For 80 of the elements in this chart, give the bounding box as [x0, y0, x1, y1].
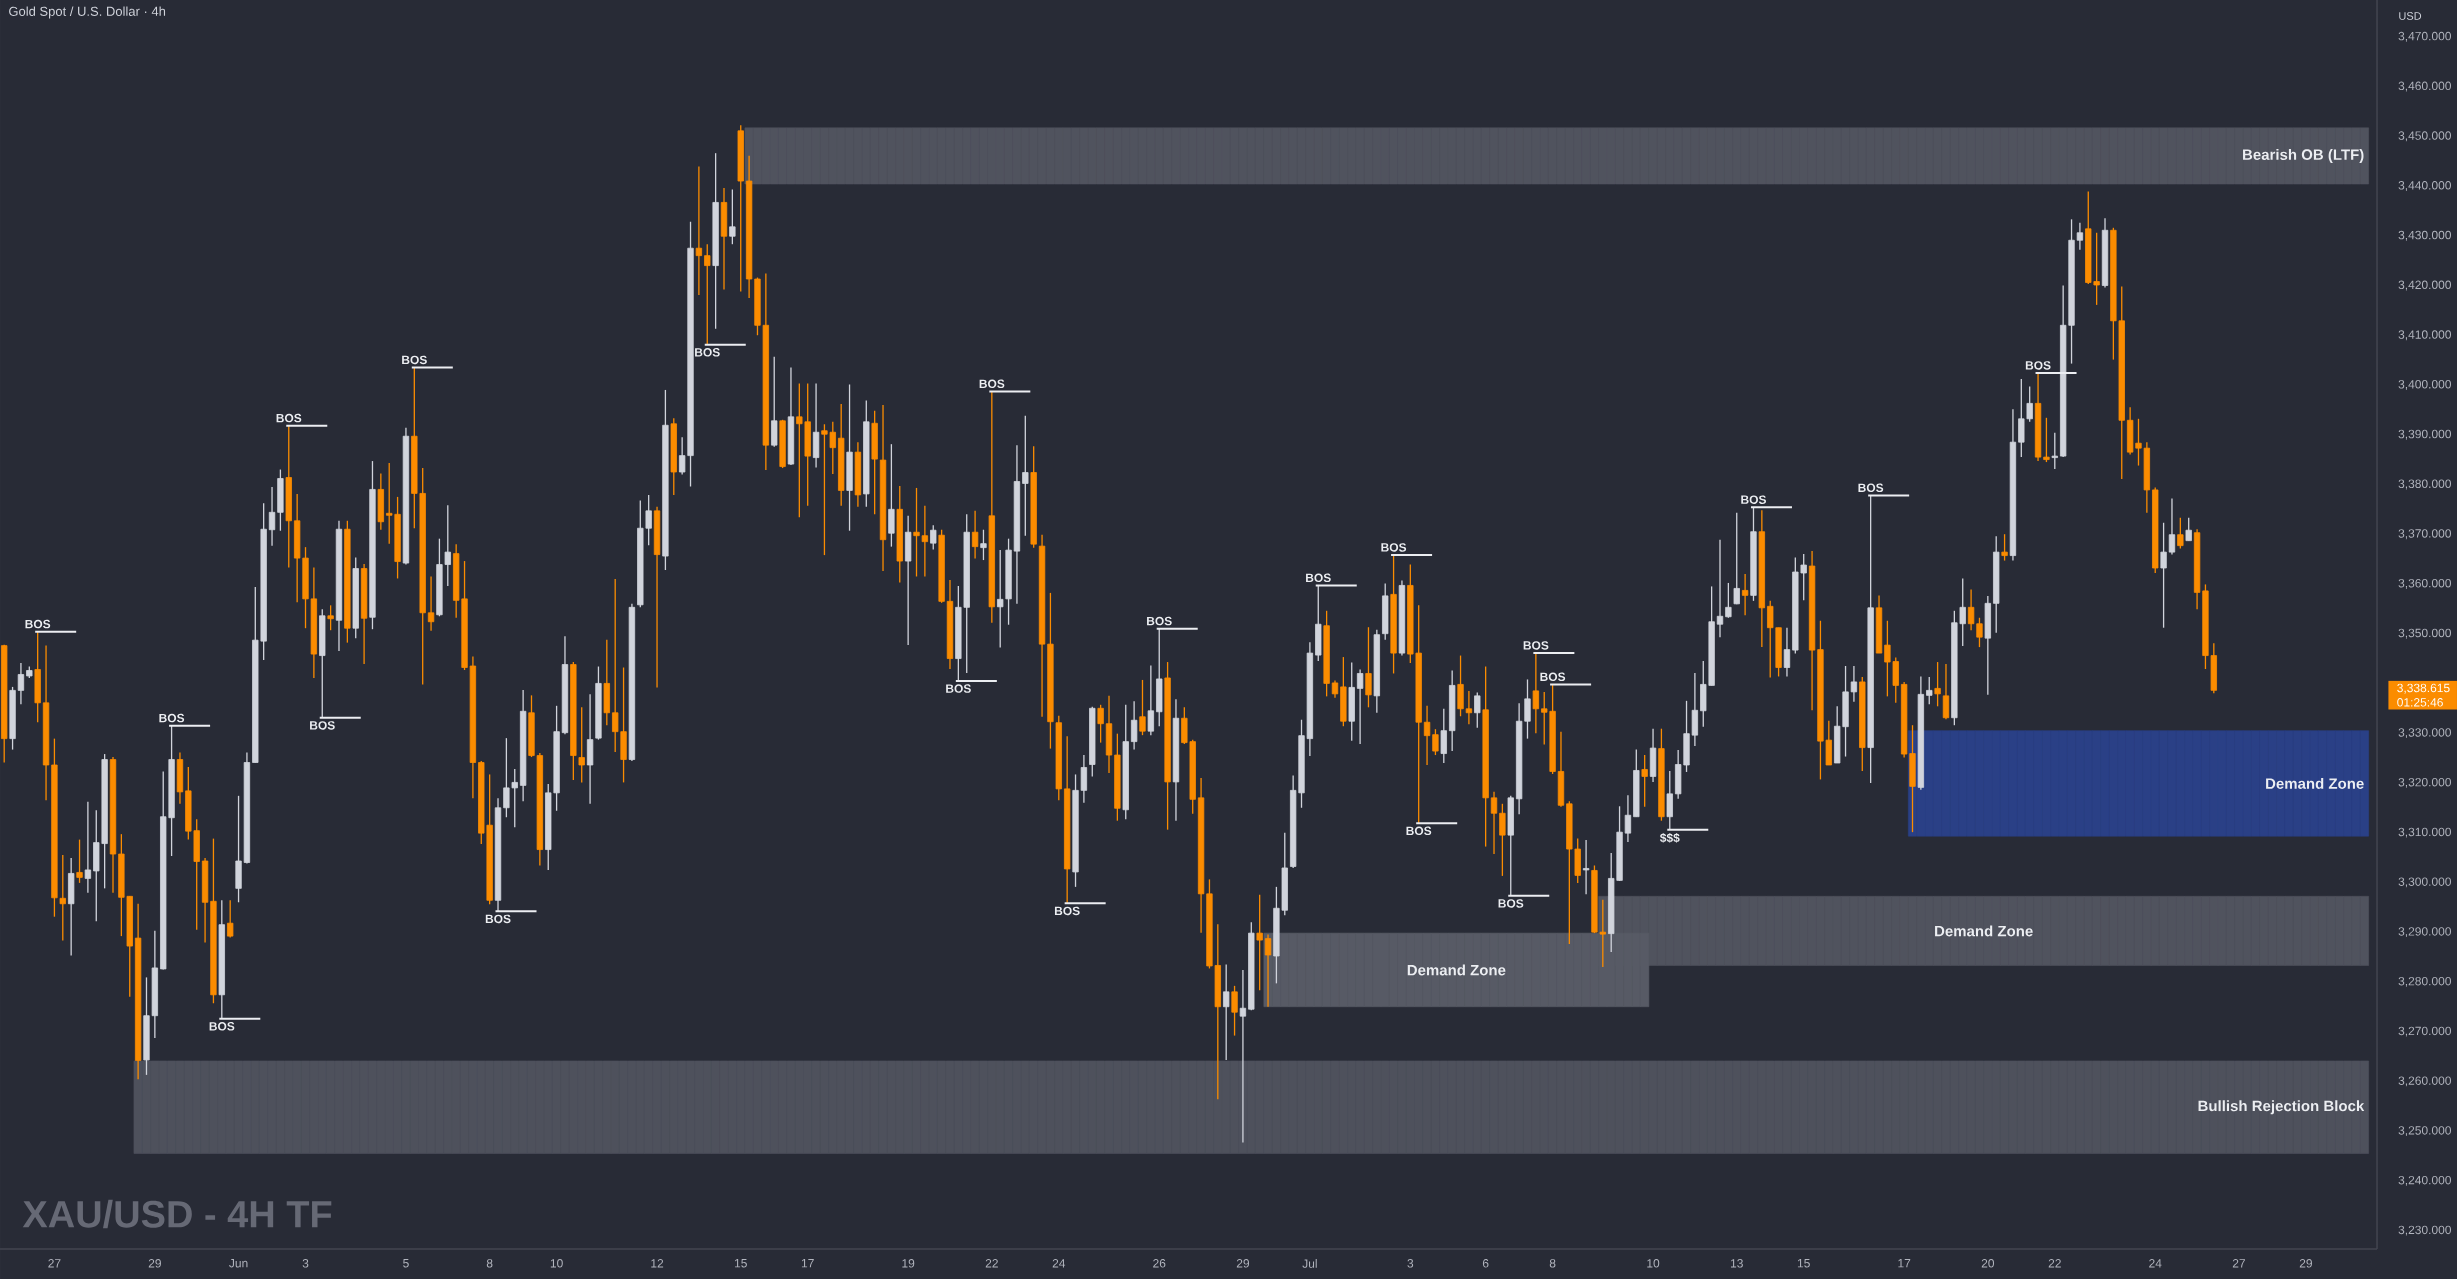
- annotation: BOS: [485, 914, 511, 924]
- x-tick-label: Jun: [229, 1259, 248, 1268]
- x-tick-label: 29: [148, 1259, 161, 1268]
- x-tick-label: 20: [1981, 1259, 1995, 1268]
- x-tick-label: 13: [1730, 1259, 1743, 1268]
- annotation: BOS: [276, 413, 302, 423]
- series-label: Demand Zone: [1407, 964, 1506, 976]
- y-tick-label: 3,270.000: [2398, 1026, 2452, 1037]
- x-tick-label: 26: [1153, 1259, 1166, 1268]
- annotation: BOS: [1147, 616, 1172, 626]
- chart-title: Gold Spot / U.S. Dollar · 4h: [9, 6, 166, 19]
- y-tick-label: 3,470.000: [2398, 31, 2452, 42]
- annotation: BOS: [2025, 361, 2051, 370]
- annotation: BOS: [979, 379, 1005, 389]
- annotation: BOS: [1054, 906, 1080, 916]
- y-tick-label: 3,240.000: [2398, 1175, 2452, 1186]
- x-tick-label: 24: [2149, 1259, 2162, 1268]
- y-tick-label: 3,390.000: [2398, 429, 2452, 440]
- annotation: BOS: [1381, 543, 1407, 552]
- annotation: BOS: [310, 721, 335, 730]
- y-tick-label: 3,460.000: [2398, 81, 2452, 92]
- y-tick-label: 3,450.000: [2398, 131, 2452, 142]
- y-tick-label: 3,400.000: [2398, 380, 2452, 390]
- annotation: BOS: [946, 684, 971, 693]
- x-tick-label: 29: [1236, 1259, 1250, 1268]
- annotation: BOS: [695, 348, 720, 357]
- y-tick-label: 3,320.000: [2398, 777, 2452, 788]
- x-tick-label: 10: [550, 1259, 563, 1268]
- x-tick-label: 17: [1898, 1259, 1911, 1268]
- annotation: BOS: [1406, 826, 1432, 836]
- annotation: $$$: [1659, 833, 1680, 843]
- x-tick-label: 10: [1647, 1259, 1660, 1268]
- x-tick-label: 6: [1482, 1259, 1489, 1268]
- x-tick-label: 8: [1549, 1259, 1556, 1268]
- y-tick-label: 3,410.000: [2398, 330, 2452, 341]
- y-tick-label: 3,430.000: [2398, 230, 2452, 241]
- x-tick-label: 3: [1407, 1259, 1414, 1268]
- x-tick-label: 15: [734, 1259, 747, 1268]
- y-tick-label: 3,370.000: [2398, 529, 2452, 540]
- x-tick-label: 29: [2299, 1259, 2312, 1268]
- y-tick-label: 3,380.000: [2398, 479, 2452, 490]
- y-tick-label: 3,360.000: [2398, 578, 2452, 589]
- annotation: BOS: [1523, 641, 1549, 650]
- y-tick-label: 3,260.000: [2398, 1076, 2452, 1087]
- y-tick-label: 3,300.000: [2398, 877, 2452, 888]
- x-tick-label: 24: [1052, 1259, 1066, 1268]
- annotation: BOS: [1498, 899, 1524, 908]
- x-tick-label: 5: [403, 1259, 409, 1268]
- text: 3,338.615: [2397, 683, 2450, 694]
- y-axis-title: USD: [2399, 12, 2422, 20]
- annotation: BOS: [159, 713, 185, 723]
- x-tick-label: 8: [486, 1259, 493, 1268]
- y-tick-label: 3,350.000: [2398, 628, 2452, 639]
- x-tick-label: 15: [1797, 1259, 1810, 1268]
- x-tick-label: 22: [2048, 1259, 2061, 1268]
- annotation: BOS: [1858, 483, 1884, 493]
- annotation: BOS: [209, 1022, 235, 1031]
- x-tick-label: 27: [2232, 1259, 2246, 1268]
- annotation: BOS: [25, 619, 51, 629]
- y-tick-label: 3,280.000: [2398, 976, 2452, 987]
- x-tick-label: 17: [801, 1259, 814, 1268]
- text: 01:25:46: [2397, 698, 2443, 707]
- y-tick-label: 3,440.000: [2398, 181, 2452, 191]
- x-tick-label: Jul: [1302, 1259, 1317, 1268]
- y-tick-label: 3,290.000: [2398, 927, 2452, 938]
- x-tick-label: 22: [985, 1259, 998, 1268]
- x-tick-label: 12: [651, 1259, 664, 1268]
- x-tick-label: 3: [302, 1259, 309, 1268]
- y-tick-label: 3,330.000: [2398, 728, 2452, 739]
- annotation: BOS: [1306, 573, 1331, 583]
- y-tick-label: 3,310.000: [2398, 827, 2452, 838]
- annotation: BOS: [1540, 672, 1566, 682]
- annotation: BOS: [1741, 495, 1767, 504]
- annotation: BOS: [402, 355, 427, 365]
- x-tick-label: 19: [902, 1259, 915, 1268]
- y-tick-label: 3,250.000: [2398, 1126, 2452, 1137]
- y-tick-label: 3,420.000: [2398, 280, 2452, 291]
- text: XAU/USD - 4H TF: [22, 1199, 332, 1229]
- y-tick-label: 3,230.000: [2398, 1225, 2452, 1236]
- x-tick-label: 27: [48, 1259, 61, 1268]
